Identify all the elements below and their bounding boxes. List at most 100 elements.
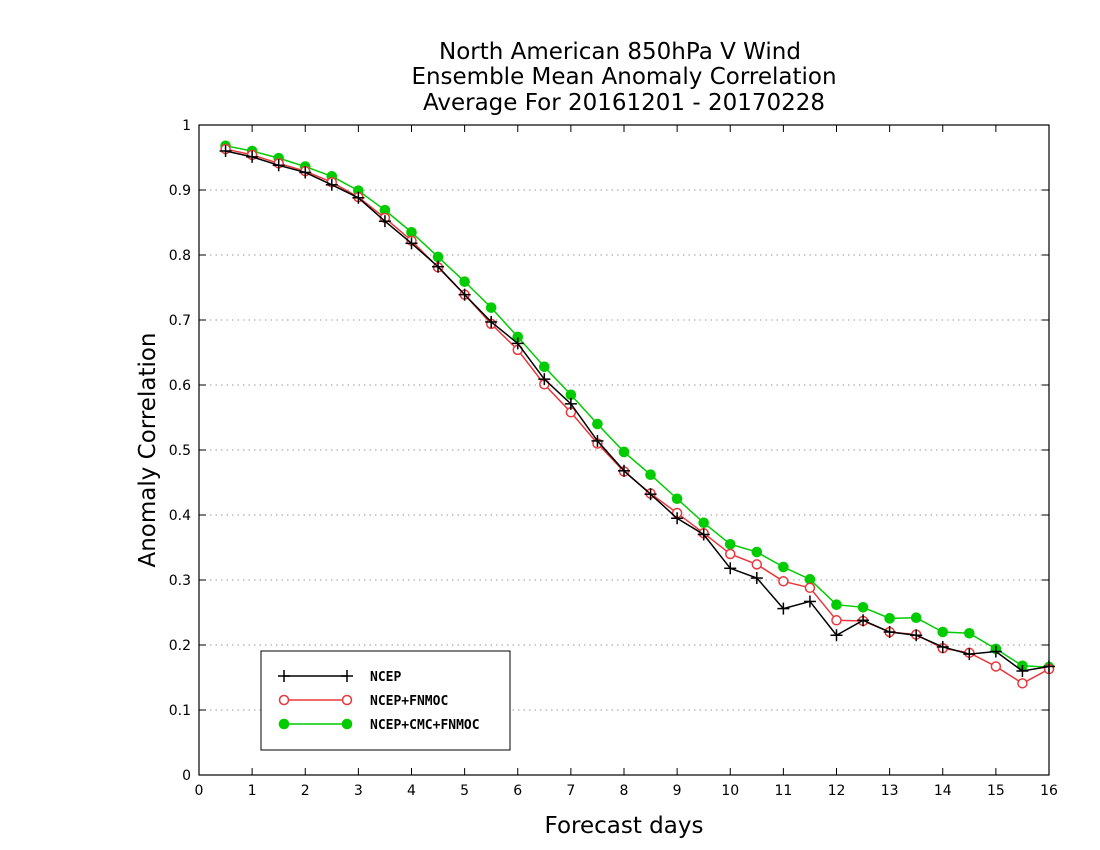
data-point xyxy=(671,512,684,525)
data-point xyxy=(804,582,816,594)
x-tick-label: 5 xyxy=(460,783,469,799)
data-point xyxy=(724,562,737,575)
x-tick-label: 14 xyxy=(934,783,952,799)
y-tick-label: 0.1 xyxy=(169,703,191,719)
data-point xyxy=(1017,678,1028,689)
legend-entry: NCEP+CMC+FNMOC xyxy=(278,718,480,733)
data-point xyxy=(989,645,1002,658)
data-point xyxy=(538,373,551,386)
x-tick-label: 15 xyxy=(987,783,1005,799)
series-line xyxy=(225,145,1050,668)
data-point xyxy=(857,614,870,627)
x-tick-label: 1 xyxy=(248,783,257,799)
data-point xyxy=(564,397,577,410)
x-tick-label: 12 xyxy=(828,783,846,799)
data-point xyxy=(432,251,444,263)
x-tick-label: 11 xyxy=(774,783,792,799)
data-point xyxy=(591,434,604,447)
data-point xyxy=(724,538,736,550)
data-point xyxy=(963,648,976,661)
data-point xyxy=(831,599,842,611)
series-line xyxy=(225,150,1050,672)
data-point xyxy=(539,361,550,373)
data-point xyxy=(511,337,524,350)
x-axis-label: Forecast days xyxy=(545,813,704,839)
x-tick-label: 4 xyxy=(407,783,416,799)
series-ncep-cmc-fnmoc xyxy=(220,140,1055,673)
data-point xyxy=(485,315,498,328)
y-tick-label: 0.7 xyxy=(169,313,191,329)
data-point xyxy=(341,718,353,730)
data-point xyxy=(1016,665,1029,677)
data-point xyxy=(803,595,816,608)
data-point xyxy=(884,613,895,624)
data-point xyxy=(725,548,736,560)
data-point xyxy=(459,276,470,287)
data-point xyxy=(778,576,789,587)
y-tick-label: 0.9 xyxy=(169,183,191,199)
data-point xyxy=(278,694,290,706)
x-tick-label: 9 xyxy=(673,783,682,799)
data-point xyxy=(485,302,497,313)
x-tick-label: 2 xyxy=(301,783,310,799)
data-point xyxy=(432,260,445,273)
data-point xyxy=(325,178,338,191)
data-point xyxy=(671,493,683,505)
x-tick-label: 0 xyxy=(195,783,204,799)
x-tick-label: 13 xyxy=(881,783,899,799)
y-tick-label: 0.4 xyxy=(169,508,191,524)
data-point xyxy=(936,640,949,653)
data-point xyxy=(299,166,312,179)
data-point xyxy=(830,629,843,642)
data-point xyxy=(219,145,232,157)
series-ncep-fnmoc xyxy=(220,143,1055,689)
y-tick-label: 0.3 xyxy=(169,573,191,589)
y-axis-label: Anomaly Correlation xyxy=(135,332,161,567)
data-point xyxy=(831,615,842,626)
data-point xyxy=(378,215,391,228)
data-point xyxy=(246,150,259,163)
x-tick-label: 10 xyxy=(721,783,739,799)
legend-label: NCEP+CMC+FNMOC xyxy=(370,718,480,733)
series-ncep xyxy=(219,145,1055,677)
data-point xyxy=(278,670,290,682)
y-tick-label: 0.6 xyxy=(169,378,191,394)
data-point xyxy=(341,694,353,706)
data-point xyxy=(618,464,630,477)
title-line-3: Average For 20161201 - 20170228 xyxy=(423,90,825,116)
y-tick-label: 0.5 xyxy=(169,443,191,459)
plot-frame xyxy=(198,124,1050,776)
data-point xyxy=(341,670,353,682)
x-tick-label: 3 xyxy=(354,783,363,799)
data-point xyxy=(278,718,290,730)
title-line-2: Ensemble Mean Anomaly Correlation xyxy=(411,64,836,90)
y-tick-label: 0.8 xyxy=(169,248,191,264)
data-point xyxy=(777,602,790,615)
data-point xyxy=(751,546,763,558)
y-tick-label: 1 xyxy=(182,118,191,134)
data-point xyxy=(697,528,710,541)
data-point xyxy=(698,517,709,529)
data-point xyxy=(751,559,763,570)
data-point xyxy=(910,612,922,624)
legend: NCEP NCEP+FNMOC NCEP+CMC+FNMOC xyxy=(260,650,511,751)
x-tick-label: 8 xyxy=(620,783,629,799)
legend-label: NCEP xyxy=(370,670,401,685)
data-point xyxy=(990,661,1002,672)
data-point xyxy=(883,626,896,638)
data-point xyxy=(964,628,975,639)
data-point xyxy=(644,488,657,501)
x-tick-label: 7 xyxy=(566,783,575,799)
legend-label: NCEP+FNMOC xyxy=(370,694,448,709)
title-line-1: North American 850hPa V Wind xyxy=(439,39,801,65)
x-tick-label: 16 xyxy=(1040,783,1058,799)
x-tick-label: 6 xyxy=(513,783,522,799)
data-point xyxy=(910,629,923,642)
data-point xyxy=(618,446,630,458)
data-point xyxy=(352,191,365,204)
y-tick-label: 0.2 xyxy=(169,638,191,654)
y-tick-label: 0 xyxy=(182,768,191,784)
series-line xyxy=(225,148,1050,685)
data-point xyxy=(405,237,418,250)
